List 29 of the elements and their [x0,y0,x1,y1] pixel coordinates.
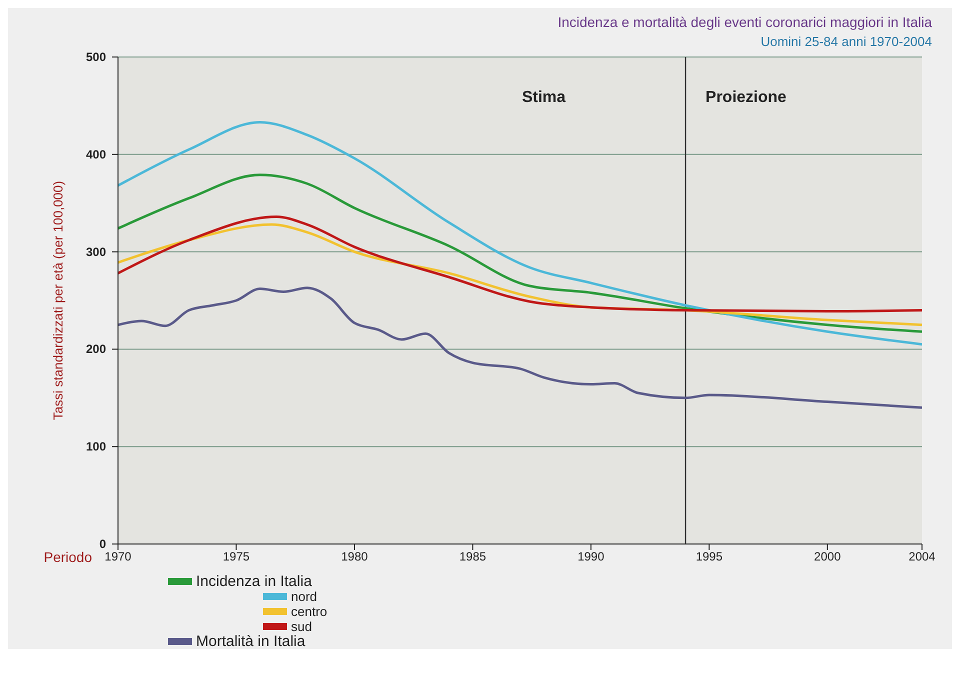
x-axis-title: Periodo [44,549,92,565]
x-tick-label: 1990 [578,550,605,564]
x-tick-label: 1980 [341,550,368,564]
legend-label: Mortalità in Italia [196,633,306,650]
chart-title: Incidenza e mortalità degli eventi coronarici maggiori in Italia [556,13,933,30]
x-tick-label: 2004 [908,550,936,564]
line-series [118,174,922,333]
y-tick-label: 400 [86,147,106,162]
annotation: Stima [522,89,566,106]
x-tick-label: 1985 [459,550,486,564]
y-tick-label: 100 [86,440,106,454]
line-series [118,215,922,312]
x-tick-label: 1970 [104,550,132,564]
line-series [118,121,922,346]
legend-label: Incidenza in Italia [196,573,312,590]
line-series [118,286,922,409]
legend-label: sud [291,619,312,634]
x-tick-label: 1975 [222,550,250,564]
y-tick-label: 500 [86,50,106,64]
x-tick-label: 2000 [814,550,842,564]
y-tick-label: 300 [86,244,106,259]
y-axis-title: Tassi standardizzati per età (per 100,000) [50,180,66,420]
legend-label: nord [291,589,318,604]
annotation: Proiezione [706,89,787,106]
y-tick-label: 200 [86,342,106,356]
y-tick-label: 0 [99,537,106,551]
chart-subtitle: Uomini 25-84 anni 1970-2004 [760,33,933,49]
legend-label: centro [291,604,328,619]
x-tick-label: 1995 [696,550,723,564]
